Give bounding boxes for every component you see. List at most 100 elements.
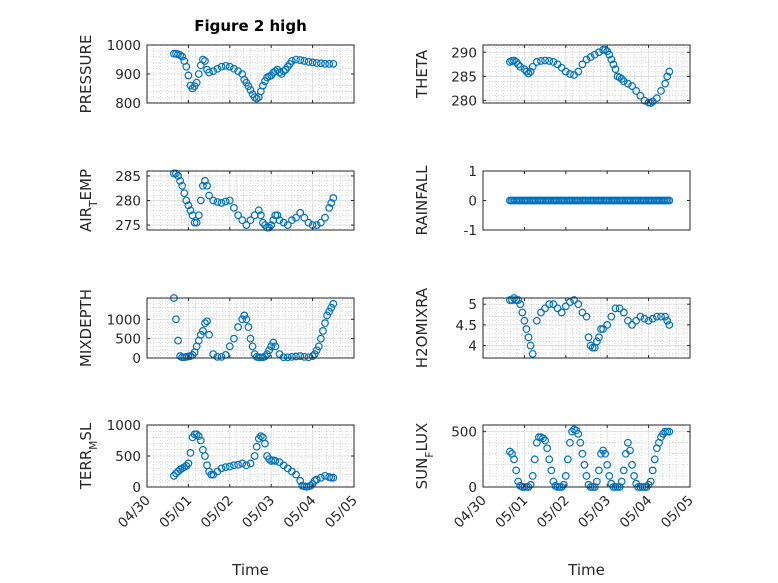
- data-point: [201, 57, 209, 65]
- subplot-rainfall: -1 0 1 RAINFALL: [413, 164, 691, 239]
- data-point: [522, 67, 531, 76]
- data-point: [574, 429, 583, 438]
- data-point: [578, 60, 587, 69]
- x-tick-label: 05/02: [534, 493, 573, 532]
- data-point: [582, 472, 591, 480]
- data-point: [194, 432, 203, 441]
- data-point: [590, 50, 599, 59]
- data-point: [192, 430, 201, 439]
- x-tick-label: 05/02: [198, 493, 237, 532]
- data-point: [632, 316, 641, 325]
- data-point: [269, 338, 278, 347]
- data-point: [603, 460, 612, 469]
- data-point: [182, 62, 191, 71]
- data-point: [308, 352, 317, 360]
- data-point: [615, 304, 624, 313]
- data-point: [217, 464, 226, 473]
- data-point: [516, 62, 525, 71]
- data-point: [605, 50, 614, 59]
- data-point: [283, 353, 292, 362]
- data-point: [665, 427, 674, 436]
- data-point: [522, 325, 531, 333]
- data-point: [312, 346, 321, 355]
- x-tick-label: 05/05: [658, 493, 697, 532]
- data-point: [254, 434, 263, 443]
- data-point: [663, 316, 672, 325]
- data-point: [201, 319, 209, 328]
- data-point: [234, 211, 242, 220]
- data-point: [316, 218, 325, 227]
- data-point: [325, 307, 334, 316]
- data-point: [543, 444, 552, 453]
- data-point: [221, 463, 230, 472]
- data-point: [194, 70, 203, 78]
- y-tick-label: 285: [115, 169, 141, 185]
- marker-series: [506, 196, 674, 205]
- data-point: [539, 434, 547, 443]
- data-point: [619, 308, 628, 317]
- data-point: [279, 218, 288, 227]
- data-point: [221, 61, 230, 70]
- plot-area: [483, 45, 690, 103]
- x-tick-label: 05/01: [156, 493, 195, 532]
- data-point: [541, 436, 549, 445]
- axes-box: [482, 297, 691, 359]
- marker-series: [170, 169, 338, 232]
- data-point: [646, 477, 655, 486]
- data-point: [178, 181, 187, 190]
- data-point: [561, 472, 570, 480]
- data-point: [246, 86, 255, 94]
- x-axis-label: Time: [567, 561, 605, 579]
- data-point: [184, 201, 193, 210]
- axes-box: [146, 297, 355, 359]
- data-point: [648, 314, 657, 323]
- data-point: [586, 341, 595, 350]
- data-point: [271, 342, 280, 351]
- data-point: [275, 216, 284, 225]
- data-point: [626, 446, 634, 455]
- data-point: [537, 57, 545, 65]
- data-point: [261, 352, 269, 361]
- data-point: [244, 323, 253, 331]
- data-point: [526, 67, 535, 76]
- data-point: [325, 203, 334, 212]
- y-tick-label: 1000: [107, 418, 141, 434]
- x-tick-label: 05/03: [239, 493, 278, 532]
- data-point: [213, 352, 222, 361]
- y-axis-label: H2OMIXRA: [413, 287, 431, 368]
- data-point: [563, 455, 572, 464]
- y-tick-label: 285: [451, 69, 477, 85]
- marker-series: [170, 430, 338, 491]
- data-point: [530, 455, 539, 464]
- data-point: [628, 82, 636, 90]
- y-axis-label: RAINFALL: [413, 165, 431, 236]
- data-point: [242, 461, 251, 470]
- data-point: [300, 213, 309, 222]
- data-point: [574, 67, 583, 76]
- data-point: [265, 346, 274, 355]
- data-point: [275, 68, 284, 77]
- x-tick-label: 05/01: [492, 493, 531, 532]
- data-point: [292, 352, 300, 361]
- y-tick-label: 500: [115, 449, 141, 465]
- data-point: [304, 57, 313, 66]
- data-point: [201, 452, 209, 460]
- data-point: [628, 320, 636, 329]
- data-point: [557, 63, 566, 72]
- data-point: [312, 221, 321, 229]
- data-point: [174, 336, 182, 345]
- data-point: [619, 77, 628, 86]
- data-point: [300, 352, 309, 361]
- data-point: [172, 315, 180, 324]
- data-point: [209, 67, 218, 75]
- data-point: [205, 191, 214, 200]
- data-point: [611, 65, 620, 74]
- data-point: [186, 449, 195, 457]
- data-point: [665, 320, 674, 329]
- data-point: [601, 449, 610, 458]
- data-point: [574, 300, 583, 309]
- y-tick-label: 500: [451, 425, 477, 441]
- data-point: [259, 81, 267, 90]
- data-point: [263, 350, 271, 359]
- y-axis-label: TERRMSL: [77, 422, 100, 490]
